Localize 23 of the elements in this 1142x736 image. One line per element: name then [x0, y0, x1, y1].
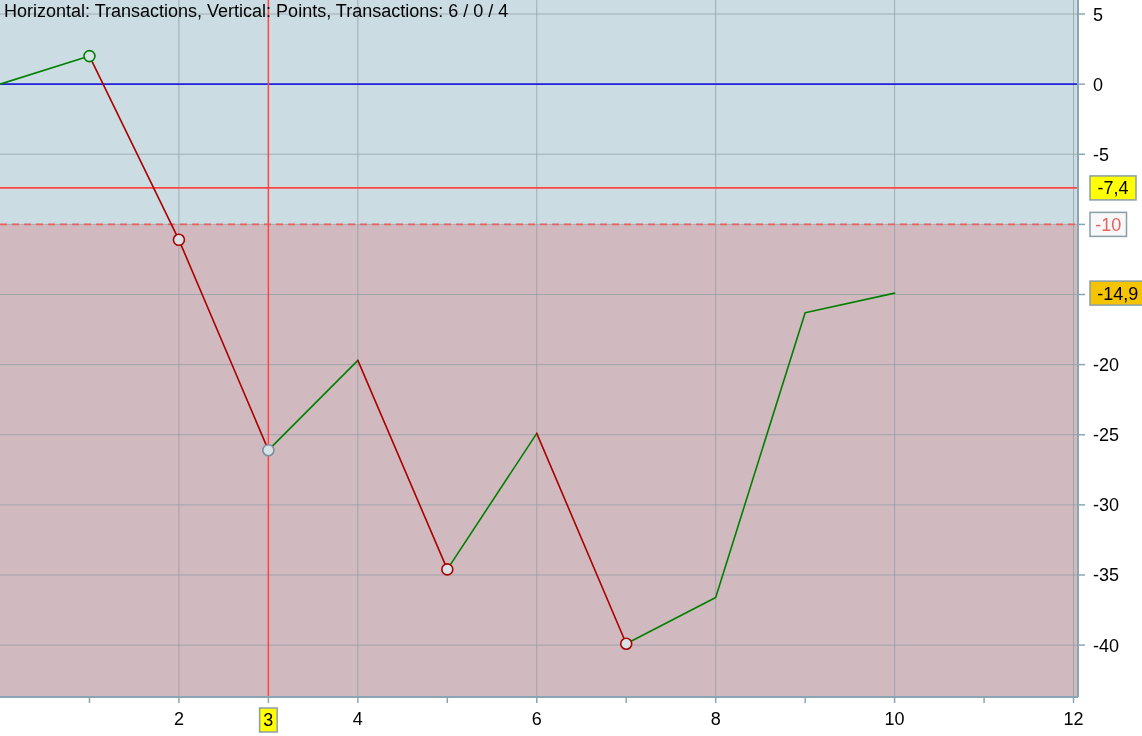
y-tick-label: -25	[1093, 425, 1120, 446]
x-tick-label: 10	[884, 709, 905, 730]
ref-line-label: -7,4	[1097, 178, 1129, 199]
y-tick-label: -30	[1093, 495, 1120, 516]
x-tick-label: 12	[1063, 709, 1084, 730]
ref-line-label: -10	[1095, 214, 1122, 235]
y-tick-label: 5	[1093, 4, 1104, 25]
y-tick-label: -35	[1093, 565, 1120, 586]
point	[83, 49, 96, 63]
ref-line-label: 3	[263, 710, 274, 731]
y-tick-label: 0	[1093, 74, 1104, 95]
x-tick-label: 6	[531, 709, 542, 730]
point	[262, 443, 275, 457]
point	[441, 563, 454, 576]
x-tick-label: 8	[710, 709, 721, 730]
y-tick-label: -20	[1093, 355, 1120, 376]
y-tick-label: -5	[1093, 144, 1110, 165]
y-tick-label: -40	[1093, 635, 1120, 656]
text: -14,9	[1097, 283, 1139, 304]
point	[619, 637, 633, 651]
point	[172, 233, 186, 247]
x-tick-label: 4	[352, 709, 363, 730]
x-tick-label: 2	[173, 709, 184, 730]
